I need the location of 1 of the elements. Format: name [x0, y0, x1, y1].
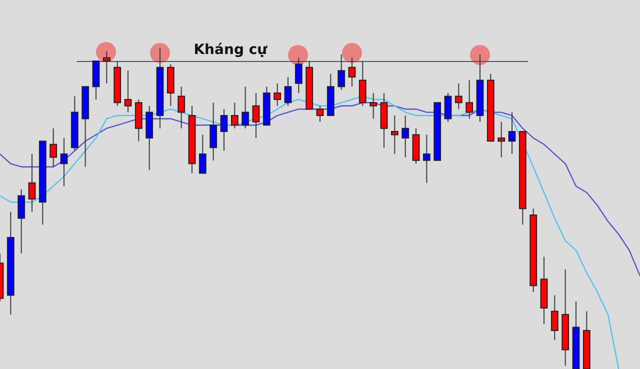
ref-line-label: Kháng cự: [194, 42, 268, 58]
